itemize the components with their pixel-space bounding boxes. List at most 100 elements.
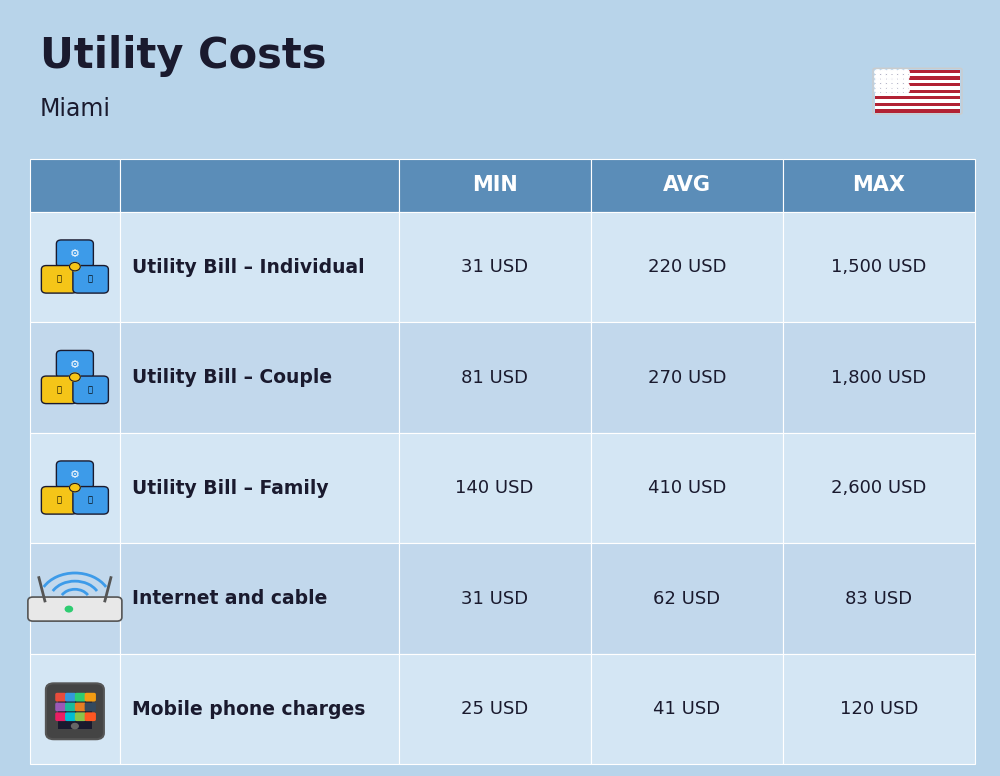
FancyBboxPatch shape [55,693,67,702]
FancyBboxPatch shape [30,654,120,764]
FancyBboxPatch shape [591,322,783,433]
FancyBboxPatch shape [85,693,96,702]
FancyBboxPatch shape [875,70,909,93]
FancyBboxPatch shape [875,89,960,93]
Circle shape [881,74,887,79]
Text: 2,600 USD: 2,600 USD [831,479,927,497]
Text: 140 USD: 140 USD [455,479,534,497]
Circle shape [69,483,80,492]
FancyBboxPatch shape [875,102,960,106]
FancyBboxPatch shape [41,487,77,514]
FancyBboxPatch shape [783,654,975,764]
Circle shape [875,88,881,93]
Text: 31 USD: 31 USD [461,258,528,276]
Circle shape [886,70,892,74]
FancyBboxPatch shape [783,543,975,654]
FancyBboxPatch shape [120,159,399,212]
FancyBboxPatch shape [120,433,399,543]
FancyBboxPatch shape [30,543,120,654]
FancyBboxPatch shape [65,712,76,721]
Text: 🔌: 🔌 [57,385,62,394]
Circle shape [903,79,909,84]
FancyBboxPatch shape [85,712,96,721]
FancyBboxPatch shape [46,684,104,740]
Circle shape [892,84,898,88]
FancyBboxPatch shape [30,159,120,212]
Circle shape [886,74,892,79]
Circle shape [875,74,881,79]
Text: 83 USD: 83 USD [845,590,912,608]
Circle shape [881,88,887,93]
Circle shape [875,70,881,74]
FancyBboxPatch shape [120,322,399,433]
Text: MAX: MAX [852,175,905,196]
Circle shape [886,79,892,84]
Circle shape [898,79,904,84]
Text: ⚙: ⚙ [70,249,80,259]
Text: 25 USD: 25 USD [461,700,528,718]
Circle shape [892,79,898,84]
Text: 💧: 💧 [88,385,93,394]
FancyBboxPatch shape [58,694,92,729]
Text: 41 USD: 41 USD [653,700,720,718]
Circle shape [903,84,909,88]
FancyBboxPatch shape [120,654,399,764]
FancyBboxPatch shape [783,433,975,543]
FancyBboxPatch shape [65,702,76,712]
FancyBboxPatch shape [875,109,960,113]
Text: 120 USD: 120 USD [840,700,918,718]
Text: 270 USD: 270 USD [648,369,726,386]
FancyBboxPatch shape [28,597,122,621]
FancyBboxPatch shape [75,702,86,712]
FancyBboxPatch shape [875,99,960,102]
Circle shape [898,74,904,79]
FancyBboxPatch shape [120,543,399,654]
Circle shape [903,88,909,93]
FancyBboxPatch shape [399,212,591,322]
FancyBboxPatch shape [120,212,399,322]
FancyBboxPatch shape [875,86,960,89]
FancyBboxPatch shape [783,159,975,212]
FancyBboxPatch shape [73,376,108,404]
FancyBboxPatch shape [875,70,960,73]
FancyBboxPatch shape [399,433,591,543]
FancyBboxPatch shape [591,212,783,322]
Circle shape [898,84,904,88]
FancyBboxPatch shape [55,712,67,721]
FancyBboxPatch shape [783,322,975,433]
FancyBboxPatch shape [875,80,960,83]
FancyBboxPatch shape [875,76,960,80]
FancyBboxPatch shape [30,212,120,322]
Circle shape [892,88,898,93]
FancyBboxPatch shape [73,487,108,514]
Circle shape [69,373,80,381]
FancyBboxPatch shape [591,159,783,212]
Circle shape [881,84,887,88]
Circle shape [875,79,881,84]
Circle shape [69,262,80,271]
FancyBboxPatch shape [591,654,783,764]
Text: Utility Bill – Individual: Utility Bill – Individual [132,258,364,276]
FancyBboxPatch shape [56,461,93,489]
Text: Internet and cable: Internet and cable [132,589,327,608]
Text: 62 USD: 62 USD [653,590,720,608]
FancyBboxPatch shape [399,159,591,212]
FancyBboxPatch shape [591,433,783,543]
FancyBboxPatch shape [399,543,591,654]
Text: 220 USD: 220 USD [648,258,726,276]
FancyBboxPatch shape [875,93,960,96]
FancyBboxPatch shape [73,265,108,293]
Circle shape [65,606,72,611]
Text: 🔌: 🔌 [57,496,62,504]
FancyBboxPatch shape [41,376,77,404]
FancyBboxPatch shape [75,693,86,702]
FancyBboxPatch shape [875,106,960,109]
Text: Miami: Miami [40,97,111,121]
Text: Utility Costs: Utility Costs [40,35,326,77]
Text: 1,500 USD: 1,500 USD [831,258,927,276]
FancyBboxPatch shape [41,265,77,293]
Text: AVG: AVG [663,175,711,196]
Circle shape [903,70,909,74]
Circle shape [886,84,892,88]
FancyBboxPatch shape [75,712,86,721]
